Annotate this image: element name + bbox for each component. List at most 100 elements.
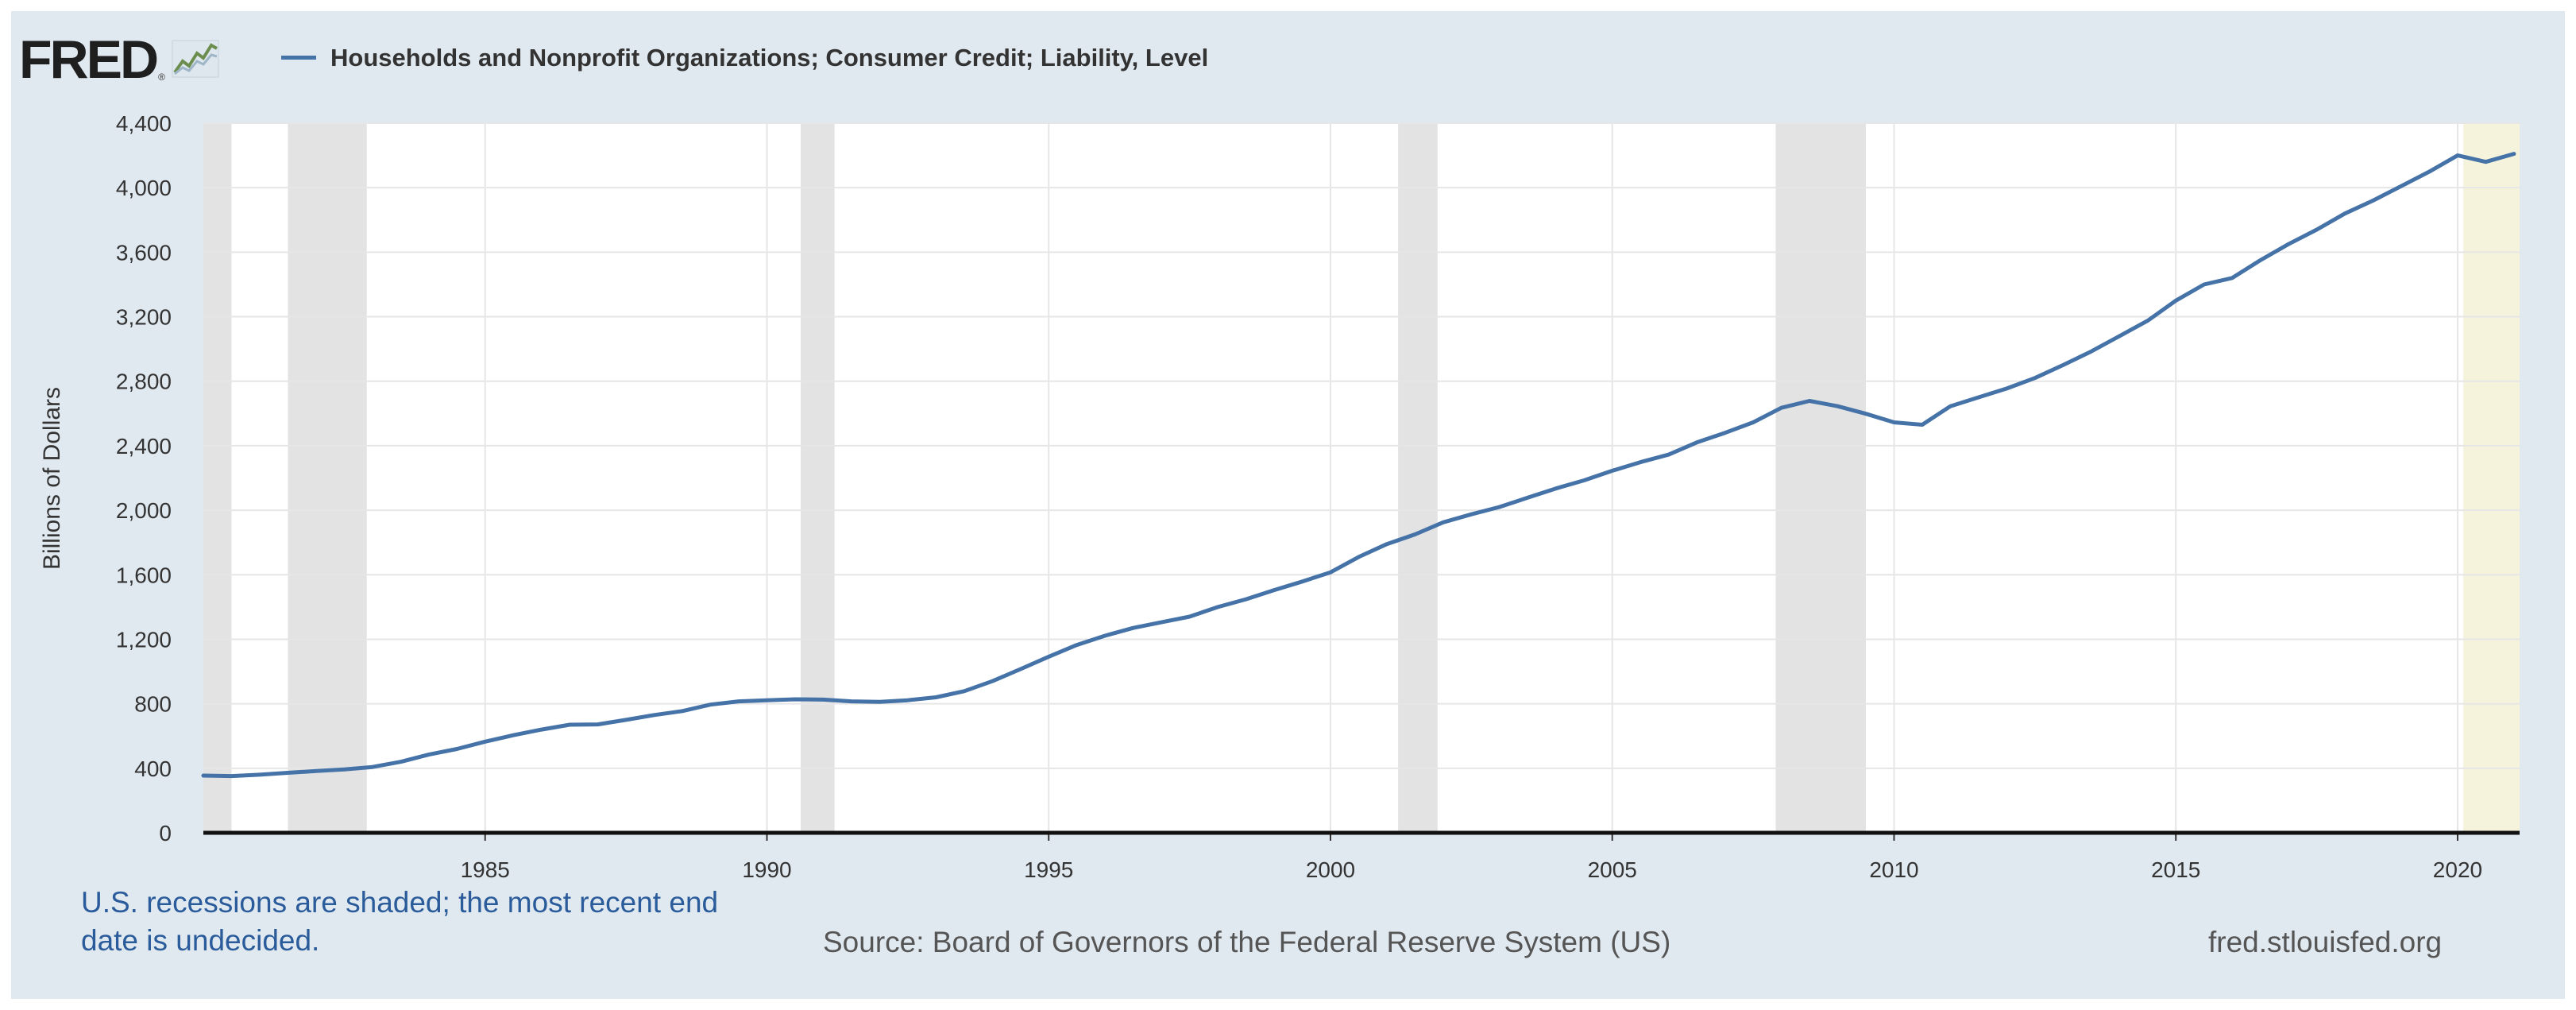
data-point [2090,350,2093,353]
recession-note: U.S. recessions are shaded; the most rec… [81,886,719,957]
data-point [286,772,289,775]
data-point [484,740,487,743]
data-point [1695,441,1698,444]
data-point [2484,161,2487,164]
data-point [1554,487,1558,490]
data-point [1498,505,1501,509]
data-point [2174,299,2177,302]
data-point [709,703,713,706]
data-point [2456,154,2459,157]
data-point [399,760,402,764]
data-point [2343,212,2346,215]
data-point [315,769,318,772]
x-tick-label: 2000 [1306,857,1355,882]
y-tick-label: 0 [159,821,172,846]
data-point [624,718,628,722]
y-tick-label: 4,400 [116,111,172,136]
recession-band-2 [288,123,367,833]
fred-logo[interactable]: FRED ® [19,24,219,95]
recession-band-1 [203,123,232,833]
recession-band-3 [801,123,835,833]
y-tick-label: 2,000 [116,498,172,523]
data-point [1442,520,1445,524]
data-point [1836,404,1840,408]
data-point [1132,626,1135,629]
data-point [2512,153,2516,156]
data-point [568,723,571,726]
data-point [821,698,825,701]
x-tick-label: 2015 [2151,857,2200,882]
data-point [230,775,233,778]
legend-series-label[interactable]: Households and Nonprofit Organizations; … [330,44,1209,72]
data-point [1076,644,1079,647]
data-point [597,723,600,726]
data-point [1188,615,1191,618]
data-point [2230,277,2234,280]
x-tick-label: 1995 [1024,857,1073,882]
x-tick-label: 2005 [1588,857,1637,882]
data-point [1047,655,1050,658]
data-point [2259,259,2262,262]
data-point [1413,533,1416,536]
data-point [1751,420,1755,424]
data-point [934,696,937,699]
data-point [342,768,346,771]
data-point [1160,621,1163,624]
data-point [2315,228,2319,231]
y-tick-label: 3,200 [116,305,172,330]
data-point [1611,469,1614,472]
data-point [1301,580,1304,583]
data-point [2203,283,2206,286]
x-tick-label: 2010 [1869,857,1918,882]
source-text: Source: Board of Governors of the Federa… [823,926,1671,958]
data-point [906,698,910,702]
data-point [1780,406,1783,409]
data-point [963,690,966,693]
data-point [1582,479,1585,482]
recession-band-undecided [2463,123,2520,833]
x-tick-label: 1990 [742,857,791,882]
data-point [765,698,768,702]
y-tick-label: 1,600 [116,563,172,587]
y-tick-label: 800 [134,692,172,717]
data-point [1948,404,1952,408]
data-point [1639,461,1642,464]
data-point [2372,199,2375,202]
data-point [737,700,740,703]
plot-area [203,123,2520,833]
data-point [2033,377,2037,380]
data-point [1526,496,1529,499]
data-point [1329,571,1332,574]
data-point [2005,387,2008,390]
data-point [653,714,656,717]
legend-series-swatch [281,56,316,60]
y-tick-label: 4,000 [116,176,172,200]
data-point [427,753,431,757]
data-point [1216,606,1219,609]
data-point [1357,555,1360,559]
y-tick-label: 400 [134,757,172,781]
data-point [794,698,797,701]
registered-mark: ® [158,72,165,83]
fred-url-link[interactable]: fred.stlouisfed.org [2208,926,2443,958]
data-point [512,733,515,737]
data-point [1808,399,1811,402]
data-point [455,747,458,750]
data-point [258,773,261,776]
recession-band-5 [1775,123,1866,833]
x-tick-label: 1985 [461,857,510,882]
data-point [1667,453,1670,456]
data-point [1977,396,1980,399]
data-point [2287,242,2290,246]
data-point [202,774,205,777]
data-point [371,765,374,768]
data-point [2118,335,2121,338]
data-point [1892,420,1895,424]
data-point [850,700,853,703]
data-point [540,728,543,731]
y-tick-label: 2,400 [116,434,172,459]
data-point [1103,634,1106,637]
data-point [1724,431,1727,435]
